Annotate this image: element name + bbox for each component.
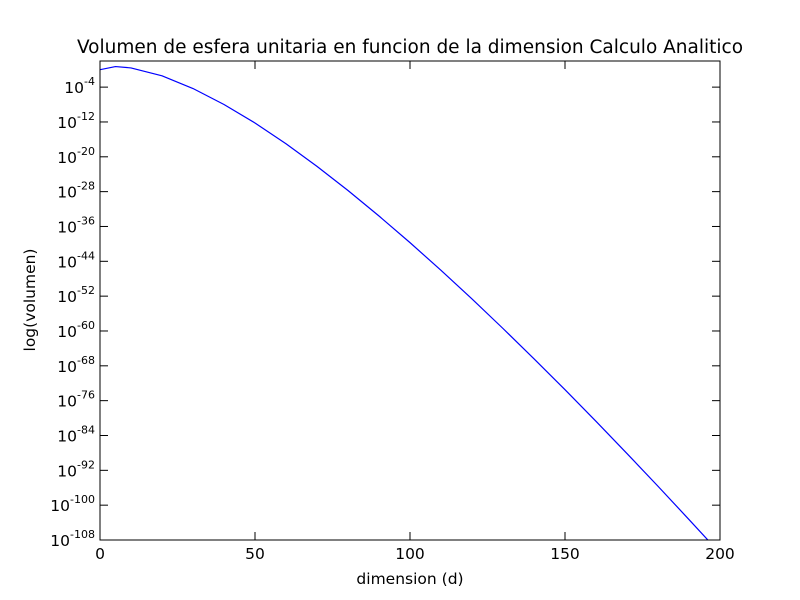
- y-tick-label: 10-36: [57, 214, 95, 236]
- y-tick-label: 10-12: [57, 110, 95, 132]
- y-tick-label: 10-108: [50, 528, 95, 550]
- y-tick-label: 10-52: [57, 284, 95, 306]
- x-tick-label: 100: [395, 545, 425, 563]
- y-tick-label: 10-100: [50, 493, 95, 515]
- y-axis-label: log(volumen): [21, 249, 39, 352]
- plot-frame: [99, 60, 721, 541]
- chart-title: Volumen de esfera unitaria en funcion de…: [77, 37, 743, 58]
- y-tick-label: 10-68: [57, 354, 95, 376]
- y-tick-label: 10-4: [64, 75, 95, 97]
- x-tick-label: 150: [550, 545, 580, 563]
- x-axis: 0 50 100 150 200: [95, 61, 735, 563]
- series-line-1: [100, 65, 709, 540]
- x-tick-label: 50: [245, 545, 265, 563]
- y-tick-label: 10-44: [57, 249, 95, 271]
- y-tick-label: 10-60: [57, 319, 95, 341]
- y-tick-label: 10-92: [57, 458, 95, 480]
- y-axis: 10-108 10-100 10-92 10-84 10-76 10-68 10-60 10-…: [50, 75, 720, 550]
- y-tick-label: 10-20: [57, 145, 95, 167]
- x-tick-label: 200: [705, 545, 735, 563]
- y-tick-label: 10-28: [57, 180, 95, 202]
- x-axis-label: dimension (d): [356, 570, 463, 588]
- y-tick-label: 10-76: [57, 389, 95, 411]
- y-tick-label: 10-84: [57, 423, 95, 445]
- x-tick-label: 0: [95, 545, 105, 563]
